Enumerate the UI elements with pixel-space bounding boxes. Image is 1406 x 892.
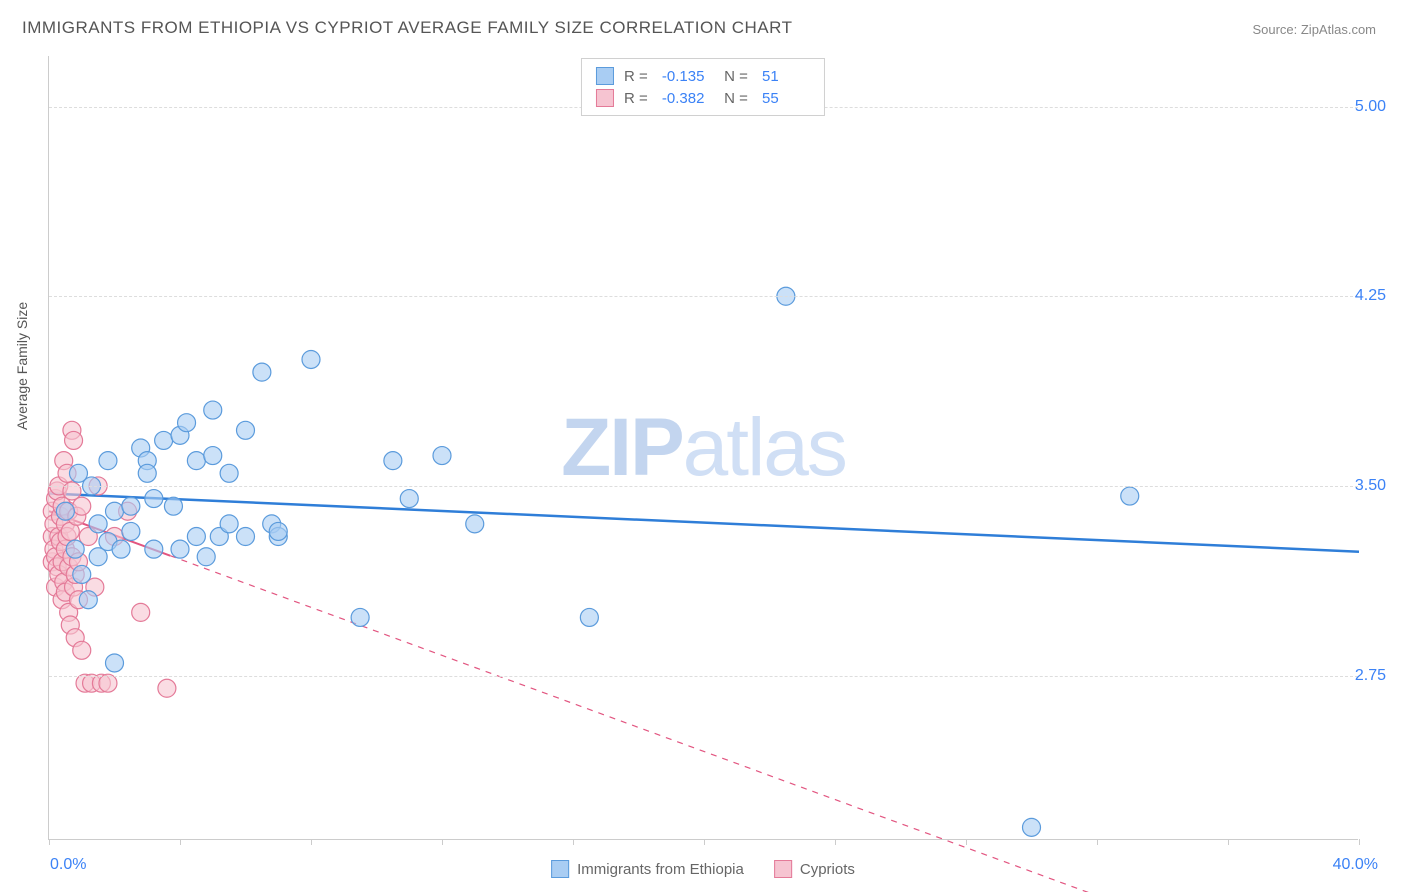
x-axis-min-label: 0.0% [50, 856, 86, 874]
legend-r-value: -0.382 [662, 90, 710, 107]
gridline [49, 296, 1358, 297]
y-tick-label: 3.50 [1355, 477, 1386, 495]
legend-swatch [596, 67, 614, 85]
legend-label: Cypriots [800, 861, 855, 878]
legend-swatch [551, 860, 569, 878]
x-tick [835, 839, 836, 845]
legend-r-value: -0.135 [662, 68, 710, 85]
legend-swatch [596, 89, 614, 107]
x-tick [1359, 839, 1360, 845]
x-tick [442, 839, 443, 845]
legend-r-label: R = [624, 90, 652, 107]
y-axis-label: Average Family Size [14, 302, 30, 430]
bottom-legend-item: Immigrants from Ethiopia [551, 860, 744, 878]
y-tick-label: 2.75 [1355, 667, 1386, 685]
x-tick [966, 839, 967, 845]
legend-row: R = -0.382 N = 55 [596, 87, 810, 109]
x-tick [704, 839, 705, 845]
correlation-legend: R = -0.135 N = 51 R = -0.382 N = 55 [581, 58, 825, 116]
legend-n-value: 55 [762, 90, 810, 107]
bottom-legend-item: Cypriots [774, 860, 855, 878]
legend-swatch [774, 860, 792, 878]
y-tick-label: 5.00 [1355, 98, 1386, 116]
gridline [49, 676, 1358, 677]
x-tick [180, 839, 181, 845]
legend-n-value: 51 [762, 68, 810, 85]
gridline [49, 486, 1358, 487]
x-tick [311, 839, 312, 845]
x-tick [49, 839, 50, 845]
legend-n-label: N = [720, 90, 752, 107]
y-tick-label: 4.25 [1355, 287, 1386, 305]
bottom-legend: Immigrants from Ethiopia Cypriots [551, 860, 855, 878]
legend-n-label: N = [720, 68, 752, 85]
source-attribution: Source: ZipAtlas.com [1252, 22, 1376, 37]
x-tick [1228, 839, 1229, 845]
legend-r-label: R = [624, 68, 652, 85]
x-axis-max-label: 40.0% [1333, 856, 1378, 874]
chart-title: IMMIGRANTS FROM ETHIOPIA VS CYPRIOT AVER… [22, 18, 792, 38]
x-tick [573, 839, 574, 845]
chart-svg [49, 56, 1358, 839]
legend-row: R = -0.135 N = 51 [596, 65, 810, 87]
x-tick [1097, 839, 1098, 845]
legend-label: Immigrants from Ethiopia [577, 861, 744, 878]
plot-area: ZIPatlas [48, 56, 1358, 840]
